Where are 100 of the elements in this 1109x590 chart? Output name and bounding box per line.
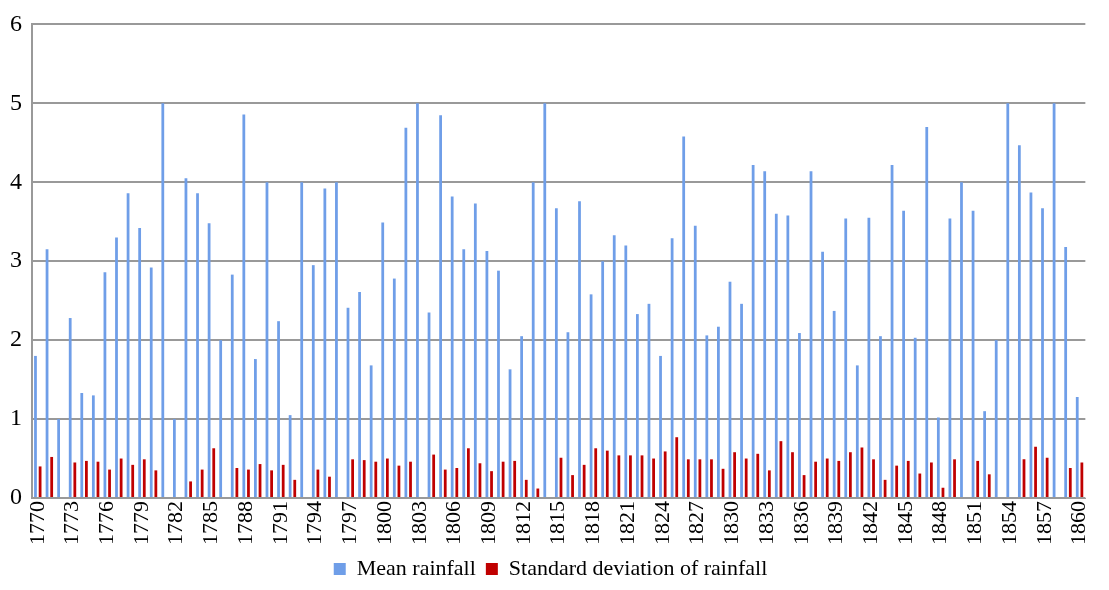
bar bbox=[867, 217, 871, 497]
bar bbox=[1034, 446, 1037, 497]
bar bbox=[219, 340, 223, 497]
bar bbox=[439, 115, 442, 497]
bar bbox=[659, 355, 662, 497]
bar bbox=[1041, 208, 1044, 497]
bar bbox=[531, 182, 535, 497]
bar bbox=[497, 270, 500, 497]
bar bbox=[774, 213, 778, 497]
x-tick-label: 1836 bbox=[787, 501, 813, 545]
bar bbox=[918, 473, 922, 497]
y-tick-label: 2 bbox=[10, 325, 22, 352]
x-tick-label: 1812 bbox=[509, 501, 535, 545]
bar bbox=[624, 245, 628, 497]
x-tick-label: 1773 bbox=[58, 501, 84, 545]
bar bbox=[960, 182, 963, 497]
bar bbox=[879, 336, 882, 497]
x-tick-label: 1815 bbox=[544, 501, 570, 545]
bar bbox=[131, 464, 135, 497]
x-tick-label: 1827 bbox=[683, 501, 709, 545]
bar bbox=[108, 469, 111, 497]
bar bbox=[374, 461, 378, 497]
bar bbox=[358, 291, 361, 497]
bar bbox=[254, 359, 257, 497]
bar bbox=[1006, 103, 1010, 497]
bar bbox=[270, 470, 273, 497]
bar bbox=[293, 479, 297, 497]
bar bbox=[73, 462, 77, 497]
bar bbox=[571, 475, 574, 497]
x-tick-label: 1845 bbox=[891, 501, 917, 545]
bar bbox=[300, 182, 304, 497]
bar bbox=[906, 460, 910, 497]
bar bbox=[925, 127, 929, 497]
legend-label: Standard deviation of rainfall bbox=[508, 554, 768, 580]
bar bbox=[154, 470, 158, 497]
x-tick-label: 1776 bbox=[93, 501, 119, 545]
bar bbox=[855, 365, 859, 497]
y-tick-label: 1 bbox=[10, 404, 22, 431]
bar bbox=[80, 393, 84, 497]
x-tick-label: 1788 bbox=[231, 501, 257, 545]
x-tick-label: 1830 bbox=[718, 501, 744, 545]
x-tick-label: 1851 bbox=[961, 501, 987, 545]
bar bbox=[663, 451, 667, 497]
bar bbox=[976, 460, 980, 497]
x-tick-label: 1779 bbox=[127, 501, 153, 545]
bar bbox=[450, 196, 454, 497]
bar bbox=[848, 452, 852, 497]
bar bbox=[594, 448, 598, 497]
bar bbox=[520, 336, 524, 497]
bar bbox=[705, 335, 709, 497]
bar bbox=[189, 481, 192, 497]
x-tick-label: 1770 bbox=[23, 501, 49, 545]
bar bbox=[455, 468, 459, 497]
x-tick-label: 1803 bbox=[405, 501, 431, 545]
bar bbox=[1064, 246, 1068, 497]
bar bbox=[161, 103, 165, 497]
bar bbox=[288, 415, 292, 497]
bar bbox=[844, 218, 848, 497]
bar bbox=[682, 136, 686, 497]
bar bbox=[200, 469, 204, 497]
bar bbox=[369, 365, 373, 497]
bar bbox=[543, 103, 547, 497]
bar bbox=[930, 462, 933, 497]
bar bbox=[212, 448, 216, 497]
bar bbox=[432, 454, 436, 497]
bar bbox=[467, 448, 470, 497]
legend-label: Mean rainfall bbox=[356, 554, 476, 580]
bar bbox=[987, 474, 991, 497]
bar bbox=[85, 460, 88, 497]
bar bbox=[635, 314, 639, 497]
x-tick-label: 1854 bbox=[995, 501, 1021, 545]
bar bbox=[416, 103, 419, 497]
bar bbox=[675, 437, 679, 497]
bar bbox=[554, 208, 558, 497]
bar bbox=[578, 201, 581, 497]
bar bbox=[652, 458, 655, 497]
x-tick-label: 1791 bbox=[266, 501, 292, 545]
x-tick-label: 1824 bbox=[648, 501, 674, 545]
bar bbox=[832, 310, 836, 497]
bar bbox=[693, 225, 697, 497]
x-tick-label: 1797 bbox=[336, 501, 362, 545]
x-tick-label: 1794 bbox=[301, 501, 327, 545]
bar bbox=[1080, 462, 1084, 497]
y-tick-label: 4 bbox=[10, 167, 22, 194]
bar bbox=[91, 395, 95, 497]
bar bbox=[710, 459, 713, 497]
bar bbox=[837, 460, 841, 497]
bar bbox=[404, 127, 408, 497]
bar bbox=[617, 455, 621, 497]
bar bbox=[582, 464, 586, 497]
bar bbox=[612, 235, 616, 497]
bar bbox=[247, 469, 250, 497]
bar bbox=[786, 215, 790, 497]
bar bbox=[335, 182, 338, 497]
x-tick-label: 1833 bbox=[752, 501, 778, 545]
bar bbox=[536, 488, 540, 497]
x-tick-label: 1842 bbox=[856, 501, 882, 545]
bar bbox=[983, 411, 987, 497]
bar bbox=[1045, 457, 1049, 497]
bar bbox=[57, 419, 61, 497]
